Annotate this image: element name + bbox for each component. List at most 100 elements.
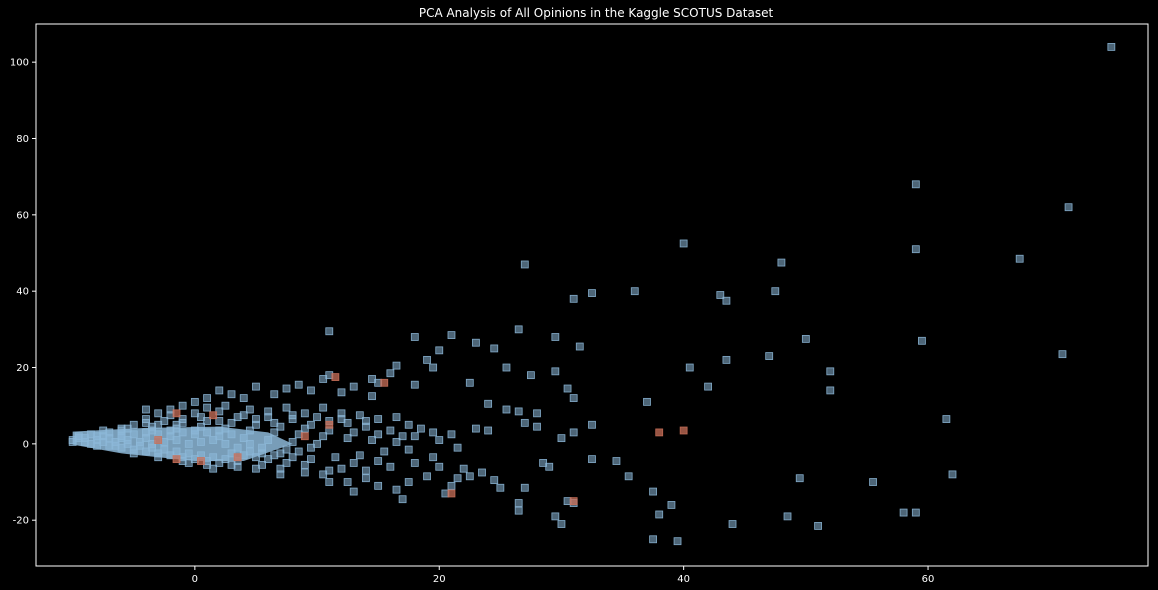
data-point bbox=[349, 382, 358, 391]
data-point bbox=[209, 411, 218, 420]
data-point bbox=[123, 424, 132, 433]
data-point bbox=[465, 378, 474, 387]
data-point bbox=[777, 258, 786, 267]
data-point bbox=[459, 464, 468, 473]
data-point bbox=[209, 436, 218, 444]
data-point bbox=[386, 426, 395, 435]
data-point bbox=[435, 346, 444, 355]
data-point bbox=[154, 453, 163, 462]
data-point bbox=[429, 363, 438, 372]
data-point bbox=[447, 481, 456, 490]
data-point bbox=[178, 401, 187, 410]
data-point bbox=[227, 418, 236, 427]
data-point bbox=[429, 453, 438, 462]
data-point bbox=[355, 411, 364, 420]
data-point bbox=[331, 373, 340, 381]
data-point bbox=[349, 428, 358, 437]
data-point bbox=[630, 287, 639, 296]
data-point bbox=[245, 405, 254, 414]
data-point bbox=[911, 245, 920, 254]
data-point bbox=[190, 409, 199, 418]
data-point bbox=[655, 510, 664, 519]
data-point bbox=[447, 430, 456, 439]
data-point bbox=[319, 375, 328, 383]
data-point bbox=[514, 506, 523, 515]
data-point bbox=[245, 426, 254, 435]
data-point bbox=[380, 378, 389, 387]
data-point bbox=[1058, 350, 1067, 359]
data-point bbox=[307, 443, 315, 452]
data-point bbox=[343, 434, 352, 443]
data-point bbox=[288, 411, 297, 420]
data-point bbox=[771, 287, 780, 296]
data-point bbox=[105, 434, 114, 443]
data-point bbox=[533, 422, 541, 431]
data-point bbox=[294, 447, 303, 456]
data-point bbox=[288, 438, 297, 446]
data-point bbox=[374, 481, 383, 490]
data-point bbox=[99, 426, 108, 435]
data-point bbox=[300, 432, 309, 441]
data-point bbox=[655, 428, 664, 437]
data-point bbox=[899, 508, 908, 517]
data-point bbox=[374, 457, 383, 465]
data-point bbox=[410, 380, 419, 389]
data-point bbox=[569, 428, 578, 437]
axes-layer: 0 20 40 60 -20 0 20 40 60 80 100 bbox=[10, 23, 1149, 585]
data-point bbox=[276, 464, 285, 473]
data-point bbox=[563, 384, 572, 393]
data-point bbox=[527, 371, 535, 380]
data-point bbox=[93, 432, 101, 441]
data-point bbox=[496, 483, 505, 492]
data-point bbox=[252, 420, 260, 429]
data-point bbox=[410, 333, 419, 341]
data-point bbox=[337, 388, 346, 397]
data-point bbox=[447, 489, 456, 498]
data-point bbox=[612, 457, 621, 465]
data-point bbox=[294, 380, 303, 389]
data-point bbox=[514, 407, 523, 416]
data-point bbox=[410, 459, 419, 467]
data-point bbox=[435, 462, 444, 471]
data-point bbox=[783, 512, 792, 521]
data-point bbox=[362, 466, 370, 475]
data-point bbox=[685, 363, 694, 372]
data-point bbox=[826, 386, 835, 395]
data-point bbox=[551, 367, 560, 376]
data-point bbox=[307, 455, 315, 464]
data-point bbox=[282, 384, 291, 393]
data-point bbox=[765, 352, 774, 360]
data-point bbox=[172, 409, 181, 418]
data-point bbox=[190, 426, 199, 435]
y-tick-label: 100 bbox=[10, 58, 29, 69]
data-point bbox=[1107, 43, 1116, 51]
data-point bbox=[1064, 203, 1073, 212]
data-point bbox=[135, 438, 144, 446]
data-point bbox=[362, 474, 370, 483]
data-point bbox=[252, 382, 260, 391]
data-point bbox=[313, 413, 321, 422]
data-point bbox=[288, 453, 297, 462]
data-point bbox=[490, 344, 499, 353]
data-point bbox=[68, 438, 77, 446]
data-point bbox=[300, 409, 309, 418]
data-point bbox=[728, 520, 737, 528]
data-point bbox=[398, 495, 407, 504]
data-point bbox=[215, 459, 224, 467]
data-point bbox=[435, 436, 444, 444]
data-point bbox=[551, 333, 560, 341]
plot-frame bbox=[35, 23, 1149, 567]
data-point bbox=[569, 294, 578, 303]
data-point bbox=[643, 397, 651, 406]
data-point bbox=[404, 420, 413, 429]
y-tick-label: 40 bbox=[16, 287, 29, 298]
y-tick-label: -20 bbox=[13, 516, 29, 527]
data-point bbox=[337, 464, 346, 473]
dense-cluster-band bbox=[72, 426, 293, 462]
data-point bbox=[129, 430, 138, 439]
data-point bbox=[154, 436, 163, 444]
data-point bbox=[184, 439, 193, 448]
data-point bbox=[349, 459, 358, 467]
